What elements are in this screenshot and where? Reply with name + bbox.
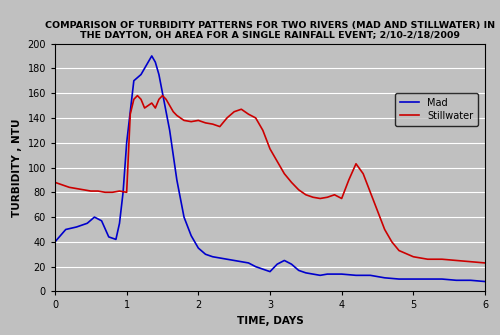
Line: Stillwater: Stillwater: [55, 95, 485, 263]
Mad: [410, 277, 416, 281]
Stillwater: [52, 180, 58, 184]
Stillwater: [210, 122, 216, 126]
Mad: [145, 60, 151, 64]
Stillwater: [134, 93, 140, 97]
Mad: [149, 54, 155, 58]
Line: Mad: Mad: [55, 56, 485, 281]
Y-axis label: TURBIDITY , NTU: TURBIDITY , NTU: [12, 118, 22, 217]
Mad: [482, 279, 488, 283]
Stillwater: [224, 116, 230, 120]
Mad: [324, 272, 330, 276]
Stillwater: [468, 260, 473, 264]
X-axis label: TIME, DAYS: TIME, DAYS: [236, 316, 304, 326]
Stillwater: [482, 261, 488, 265]
Stillwater: [152, 106, 158, 110]
Mad: [260, 267, 266, 271]
Mad: [52, 240, 58, 244]
Legend: Mad, Stillwater: Mad, Stillwater: [395, 93, 478, 126]
Stillwater: [310, 195, 316, 199]
Mad: [274, 262, 280, 266]
Stillwater: [160, 93, 166, 97]
Mad: [252, 265, 258, 269]
Title: COMPARISON OF TURBIDITY PATTERNS FOR TWO RIVERS (MAD AND STILLWATER) IN
THE DAYT: COMPARISON OF TURBIDITY PATTERNS FOR TWO…: [45, 20, 495, 40]
